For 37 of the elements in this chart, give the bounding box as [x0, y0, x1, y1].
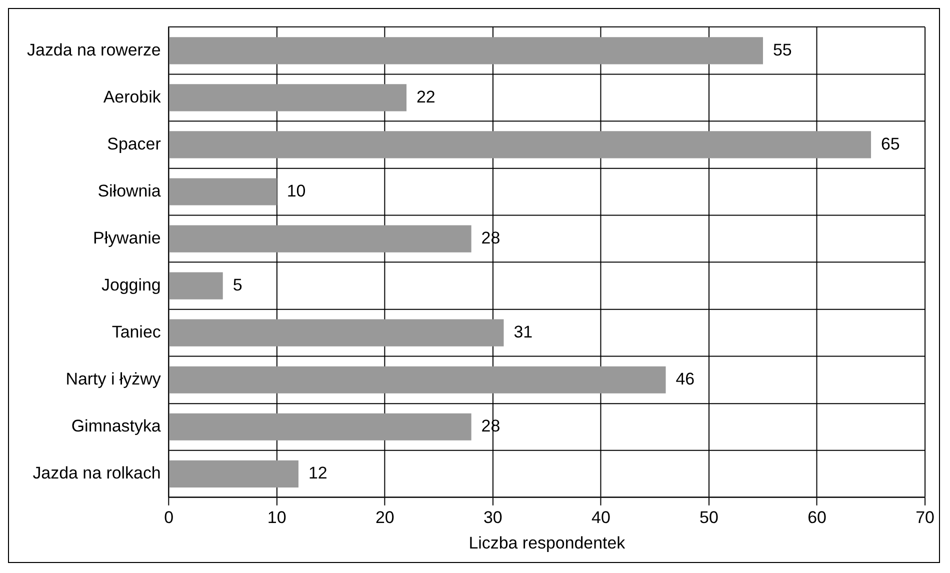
- y-tick-label: Gimnastyka: [71, 416, 162, 436]
- x-tick-label: 0: [164, 508, 174, 528]
- y-tick-label: Aerobik: [103, 87, 162, 106]
- data-label: 5: [232, 275, 242, 294]
- data-label: 55: [772, 40, 792, 60]
- x-axis-title: Liczba respondentek: [468, 534, 626, 553]
- x-tick-label: 20: [375, 508, 394, 528]
- y-tick-label: Siłownia: [98, 181, 162, 200]
- data-label: 22: [416, 87, 436, 106]
- y-tick-label: Jogging: [101, 275, 161, 294]
- data-label: 65: [880, 134, 900, 154]
- x-tick-label: 50: [700, 508, 718, 528]
- bar: [169, 225, 472, 252]
- bar: [169, 37, 763, 64]
- bar: [169, 413, 472, 440]
- bar: [169, 131, 872, 158]
- bar: [169, 178, 277, 206]
- data-label: 12: [308, 464, 328, 483]
- x-tick-label: 40: [592, 508, 610, 528]
- data-label: 10: [286, 181, 306, 200]
- y-tick-label: Narty i łyżwy: [66, 370, 162, 389]
- x-tick-label: 10: [267, 508, 286, 528]
- y-tick-label: Pływanie: [93, 228, 161, 248]
- x-tick-label: 30: [483, 508, 502, 528]
- data-label: 31: [514, 322, 533, 342]
- y-tick-label: Jazda na rolkach: [32, 464, 161, 483]
- bar: [169, 460, 298, 488]
- y-tick-label: Taniec: [112, 322, 162, 342]
- x-tick-label: 70: [916, 508, 934, 528]
- bar: [169, 84, 406, 112]
- y-tick-label: Spacer: [107, 134, 162, 154]
- x-tick-label: 60: [808, 508, 826, 528]
- bar: [169, 319, 504, 346]
- bar: [169, 272, 223, 300]
- data-label: 46: [676, 370, 695, 389]
- bar: [169, 366, 666, 394]
- y-tick-label: Jazda na rowerze: [27, 40, 161, 60]
